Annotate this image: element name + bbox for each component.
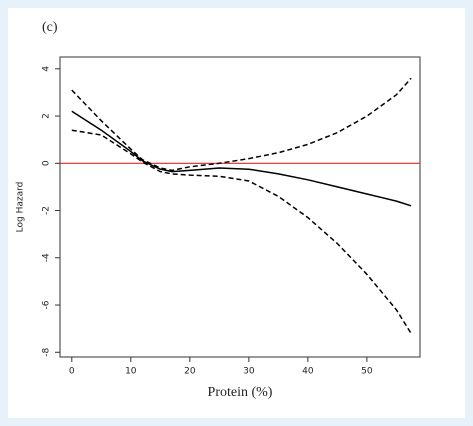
y-tick-label: -6 <box>42 300 52 309</box>
y-axis-label: Log Hazard <box>16 182 26 233</box>
panel-label: (c) <box>42 20 58 35</box>
y-tick-label: -8 <box>42 348 52 357</box>
line-series <box>71 77 412 172</box>
y-tick-label: 0 <box>42 160 52 166</box>
y-tick-label: -4 <box>42 253 52 262</box>
x-tick-label: 40 <box>302 367 314 377</box>
x-tick-label: 30 <box>243 367 255 377</box>
x-axis-label: Protein (%) <box>208 385 273 400</box>
y-tick-label: 4 <box>42 66 52 72</box>
line-series <box>71 110 412 207</box>
x-tick-label: 0 <box>69 367 75 377</box>
y-tick-label: -2 <box>42 206 52 215</box>
x-tick-label: 20 <box>184 367 196 377</box>
panel <box>8 8 465 418</box>
x-tick-label: 10 <box>125 367 137 377</box>
y-tick-label: 2 <box>42 113 52 119</box>
x-tick-label: 50 <box>361 367 373 377</box>
plot-frame <box>59 56 421 358</box>
